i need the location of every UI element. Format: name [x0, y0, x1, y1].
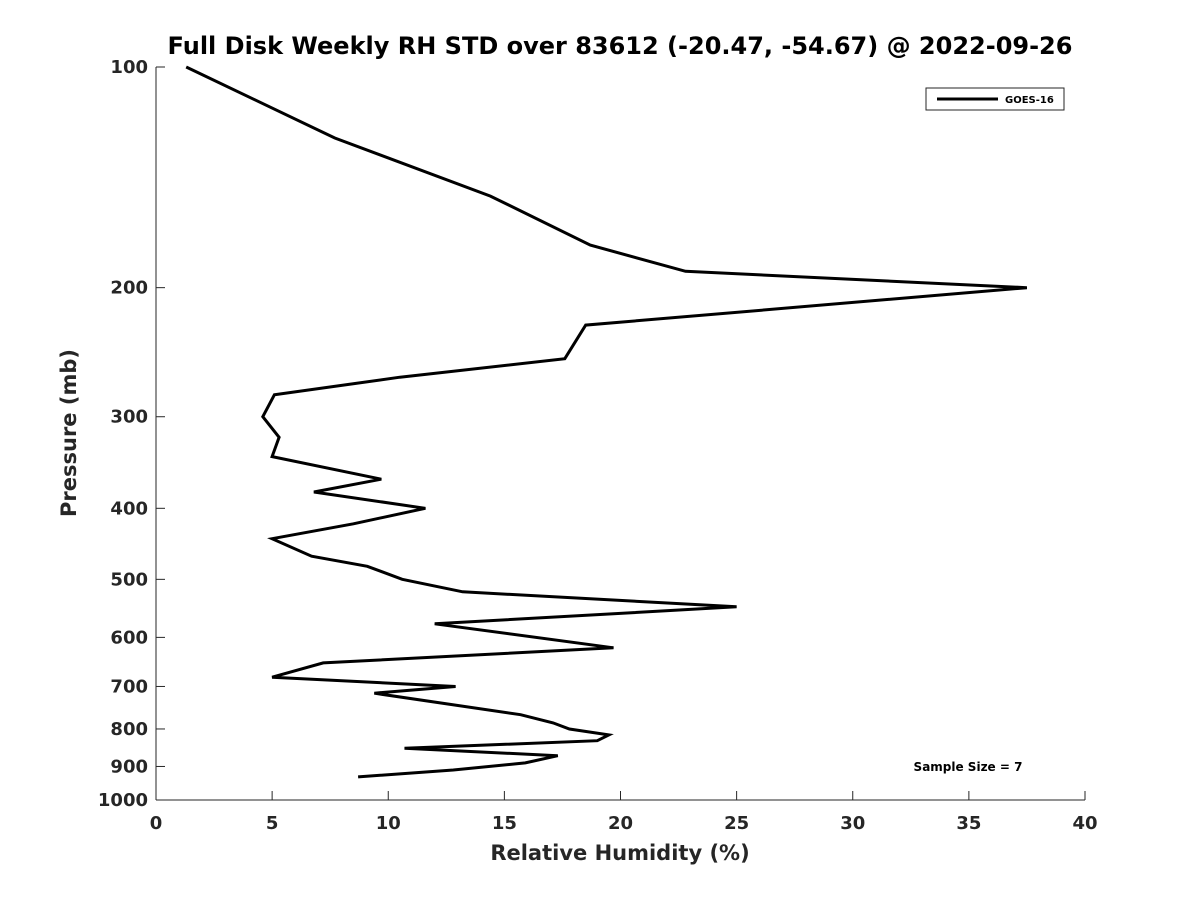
x-tick-label: 15: [492, 813, 517, 834]
x-axis-label: Relative Humidity (%): [490, 841, 749, 865]
y-tick-label: 1000: [98, 790, 148, 811]
series-line-goes-16: [185, 65, 1028, 779]
x-tick-label: 35: [956, 813, 981, 834]
y-tick-label: 500: [110, 569, 148, 590]
y-tick-label: 900: [110, 756, 148, 777]
y-tick-label: 400: [110, 498, 148, 519]
y-tick-label: 800: [110, 719, 148, 740]
x-tick-label: 30: [840, 813, 865, 834]
y-tick-label: 300: [110, 407, 148, 428]
legend-label: GOES-16: [1005, 95, 1054, 106]
sample-size-annotation: Sample Size = 7: [914, 760, 1023, 774]
y-tick-label: 200: [110, 278, 148, 299]
plot-area: 0 5 10 15 20 25 30 35 40 100 200 300 400 500 600 700 800…: [98, 57, 1098, 834]
x-tick-label: 20: [608, 813, 633, 834]
x-tick-label: 5: [266, 813, 279, 834]
y-tick-label: 600: [110, 627, 148, 648]
y-tick-label: 100: [110, 57, 148, 78]
x-tick-label: 25: [724, 813, 749, 834]
chart-title: Full Disk Weekly RH STD over 83612 (-20.…: [168, 32, 1073, 60]
x-tick-label: 40: [1072, 813, 1097, 834]
x-tick-label: 0: [150, 813, 163, 834]
x-tick-label: 10: [376, 813, 401, 834]
y-tick-label: 700: [110, 676, 148, 697]
y-axis-label: Pressure (mb): [57, 349, 81, 517]
legend: GOES-16: [925, 87, 1065, 111]
